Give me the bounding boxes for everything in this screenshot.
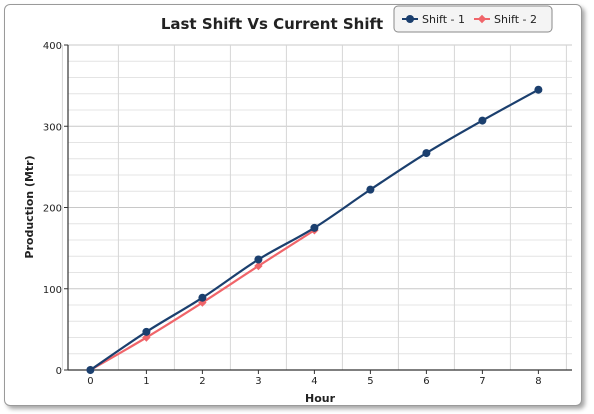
- tick-labels: 0 100 200 300 400 0 1 2 3 4 5 6 7 8: [43, 41, 542, 387]
- series-1-point: [198, 293, 207, 302]
- chart-title: Last Shift Vs Current Shift: [161, 15, 383, 33]
- grid: [61, 44, 572, 371]
- series-layer: [86, 85, 543, 375]
- x-tick-label: 0: [87, 376, 93, 387]
- series-1-point: [534, 85, 543, 94]
- y-tick-label: 0: [56, 366, 62, 377]
- y-tick-label: 400: [43, 41, 62, 52]
- legend-marker-circle: [406, 15, 414, 23]
- x-tick-label: 3: [255, 376, 261, 387]
- x-tick-label: 2: [199, 376, 205, 387]
- series-1-point: [86, 366, 95, 374]
- x-tick-label: 4: [311, 376, 317, 387]
- y-tick-label: 200: [43, 204, 62, 215]
- legend-marker-diamond: [477, 14, 487, 24]
- x-tick-label: 1: [143, 376, 149, 387]
- series-1-point: [142, 327, 151, 336]
- x-tick-label: 8: [535, 376, 541, 387]
- series-1-point: [422, 149, 431, 158]
- x-tick-label: 7: [479, 376, 485, 387]
- legend-label-2: Shift - 2: [494, 13, 537, 26]
- legend-label-1: Shift - 1: [422, 13, 465, 26]
- series-1-point: [310, 223, 319, 232]
- legend[interactable]: Shift - 1 Shift - 2: [393, 5, 553, 33]
- x-tick-label: 6: [423, 376, 429, 387]
- x-tick-label: 5: [367, 376, 373, 387]
- series-2-point: [254, 261, 263, 271]
- series-2-point: [142, 333, 151, 342]
- series-1-point: [478, 116, 487, 125]
- y-axis-label: Production (Mtr): [23, 155, 36, 258]
- x-axis-label: Hour: [305, 392, 336, 405]
- y-tick-label: 300: [43, 122, 62, 133]
- axes: [64, 44, 572, 374]
- legend-box: [393, 5, 553, 33]
- series-1-point: [366, 185, 375, 194]
- y-tick-label: 100: [43, 285, 62, 296]
- series-1-point: [254, 255, 263, 264]
